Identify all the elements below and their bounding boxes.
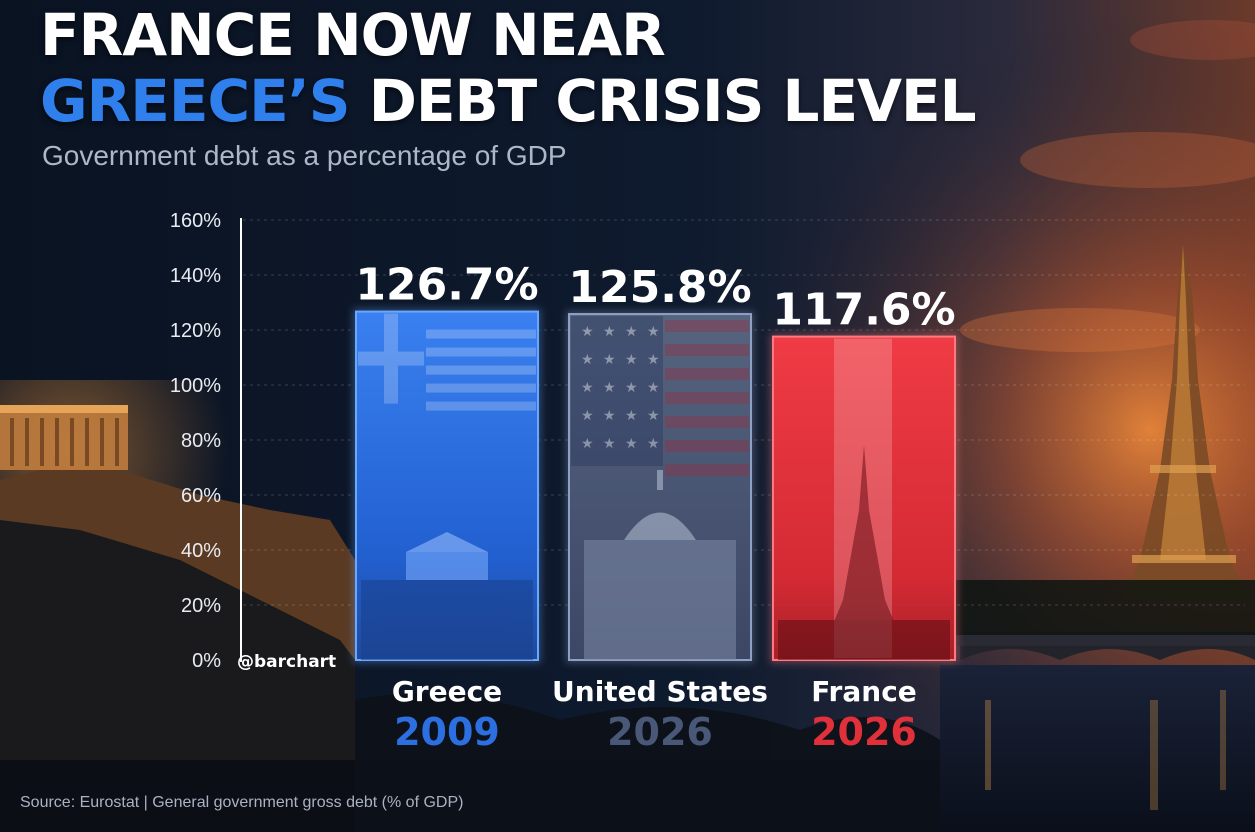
year-label-united-states: 2026 [607,710,713,754]
y-tick-label: 100% [170,375,221,397]
category-label-france: France [811,675,917,708]
chart-subtitle: Government debt as a percentage of GDP [42,140,567,171]
y-tick-label: 0% [192,650,221,672]
category-label-united-states: United States [552,675,768,708]
title-rest: DEBT CRISIS LEVEL [349,67,977,135]
title-highlight-greece: GREECE’S [40,67,350,135]
value-label-france: 117.6% [772,285,955,336]
svg-text:★: ★ [647,380,660,396]
svg-text:★: ★ [581,436,594,452]
source-note: Source: Eurostat | General government gr… [20,794,464,811]
svg-text:★: ★ [647,324,660,340]
svg-text:★: ★ [603,436,616,452]
svg-text:★: ★ [603,352,616,368]
svg-text:★: ★ [625,408,638,424]
svg-text:★: ★ [581,408,594,424]
year-label-france: 2026 [811,710,917,754]
capitol-icon [584,470,736,660]
category-label-greece: Greece [392,675,502,708]
y-tick-label: 40% [181,540,221,562]
svg-text:★: ★ [647,436,660,452]
svg-text:★: ★ [603,408,616,424]
svg-text:★: ★ [647,352,660,368]
y-tick-label: 20% [181,595,221,617]
y-tick-label: 140% [170,265,221,287]
svg-text:★: ★ [581,324,594,340]
eiffel-tower-icon [778,445,950,660]
svg-text:★: ★ [625,380,638,396]
y-tick-label: 160% [170,210,221,232]
svg-text:★: ★ [625,436,638,452]
watermark-barchart: @barchart [237,652,336,672]
greek-flag-overlay [358,313,536,411]
y-tick-label: 120% [170,320,221,342]
y-tick-label: 60% [181,485,221,507]
svg-text:★: ★ [603,324,616,340]
svg-text:★: ★ [581,380,594,396]
value-labels: 126.7% 125.8% 117.6% [355,260,955,336]
chart-title-line-2: GREECE’S DEBT CRISIS LEVEL [40,72,977,130]
us-flag-overlay: ★ ★ ★ ★ ★ ★ ★ ★ ★ ★ ★ ★ ★ ★ ★ ★ ★ ★ ★ ★ [571,316,749,477]
svg-text:★: ★ [581,352,594,368]
y-tick-label: 80% [181,430,221,452]
value-label-greece: 126.7% [355,260,538,311]
chart-title-line-1: FRANCE NOW NEAR [40,1,666,69]
svg-text:★: ★ [603,380,616,396]
year-label-greece: 2009 [394,710,500,754]
grid-lines [243,219,1245,606]
y-axis-ticks: 0% 20% 40% 60% 80% 100% 120% 140% 160% [170,210,221,672]
svg-text:★: ★ [625,324,638,340]
value-label-united-states: 125.8% [568,262,751,313]
svg-text:★: ★ [647,408,660,424]
bar-decorations: ★ ★ ★ ★ ★ ★ ★ ★ ★ ★ ★ ★ ★ ★ ★ ★ ★ ★ ★ ★ [358,313,950,660]
svg-text:★: ★ [625,352,638,368]
parthenon-icon [361,532,533,660]
